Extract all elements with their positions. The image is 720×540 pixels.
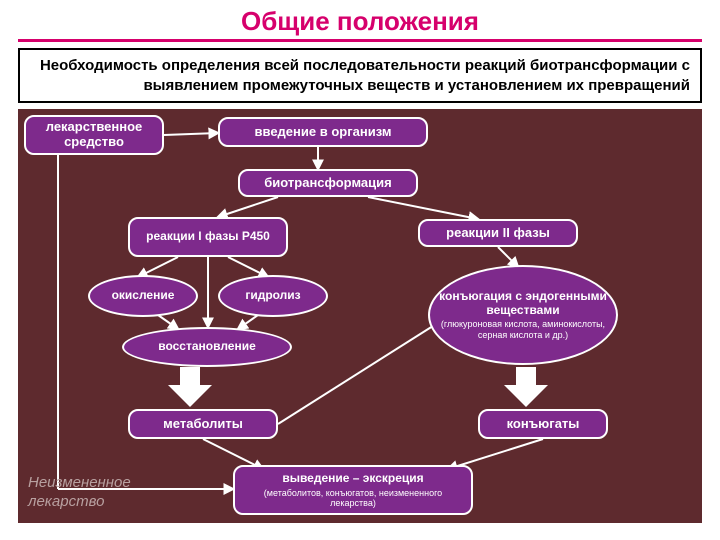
title-underline	[18, 39, 702, 42]
node-conj: конъюгация с эндогенными веществами(глюк…	[428, 265, 618, 365]
node-ph1: реакции I фазы P450	[128, 217, 288, 257]
subtitle-box: Необходимость определения всей последова…	[18, 48, 702, 103]
node-conjs: конъюгаты	[478, 409, 608, 439]
node-ox: окисление	[88, 275, 198, 317]
big-arrow-1	[504, 367, 548, 407]
node-excr: выведение – экскреция(метаболитов, конъю…	[233, 465, 473, 515]
sidelabel-0: Неизмененное	[28, 474, 131, 491]
node-hyd: гидролиз	[218, 275, 328, 317]
page-title: Общие положения	[0, 0, 720, 39]
node-ph2: реакции II фазы	[418, 219, 578, 247]
big-arrow-0	[168, 367, 212, 407]
sidelabel-1: лекарство	[28, 493, 104, 510]
node-intro: введение в организм	[218, 117, 428, 147]
node-red: восстановление	[122, 327, 292, 367]
node-drug: лекарственное средство	[24, 115, 164, 155]
node-met: метаболиты	[128, 409, 278, 439]
flowchart: лекарственное средство введение в организ…	[18, 109, 702, 523]
node-biotr: биотрансформация	[238, 169, 418, 197]
